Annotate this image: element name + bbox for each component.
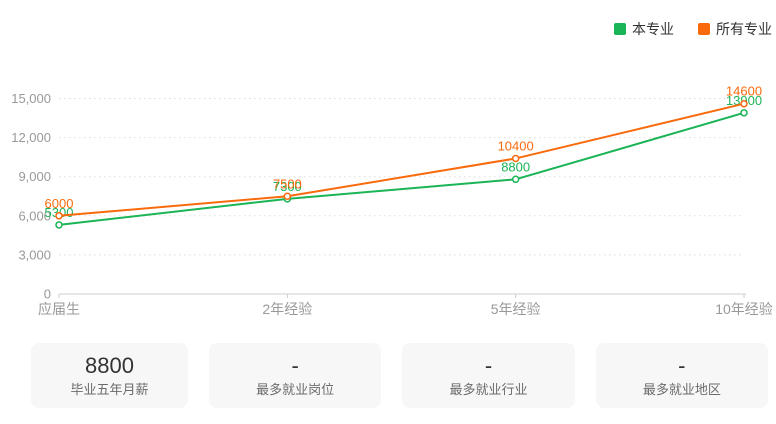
- svg-text:6000: 6000: [45, 196, 74, 211]
- card-five-year-monthly-salary: 8800 毕业五年月薪: [31, 343, 188, 408]
- top-region-value: -: [678, 353, 686, 378]
- all-majors-swatch-icon: [698, 23, 710, 35]
- top-job-position-value: -: [291, 353, 299, 378]
- svg-text:14600: 14600: [726, 84, 762, 99]
- experience-salary-line-chart: 0 3,000 6,000 9,000 12,000 15,000 应届生 2年经验 5年经验 1…: [11, 84, 773, 317]
- svg-text:应届生: 应届生: [38, 301, 80, 317]
- top-region-label: 最多就业地区: [642, 382, 721, 397]
- svg-text:7500: 7500: [273, 176, 302, 191]
- legend-item-all-majors[interactable]: 所有专业: [698, 22, 772, 36]
- card-top-region: - 最多就业地区: [595, 343, 768, 408]
- legend-label-all-majors: 所有专业: [716, 21, 772, 37]
- svg-text:15,000: 15,000: [11, 91, 51, 106]
- this-major-swatch-icon: [614, 23, 626, 35]
- summary-cards: 8800 毕业五年月薪 - 最多就业岗位 - 最多就业行业 - 最多就业地区: [31, 343, 768, 408]
- svg-text:10400: 10400: [498, 138, 534, 153]
- svg-text:3,000: 3,000: [18, 247, 51, 262]
- svg-text:2年经验: 2年经验: [262, 301, 312, 317]
- svg-text:9,000: 9,000: [18, 169, 51, 184]
- legend-label-this-major: 本专业: [632, 21, 674, 37]
- svg-text:12,000: 12,000: [11, 130, 51, 145]
- svg-text:6,000: 6,000: [18, 208, 51, 223]
- svg-text:5年经验: 5年经验: [491, 301, 541, 317]
- five-year-salary-label: 毕业五年月薪: [70, 382, 149, 397]
- legend-item-this-major[interactable]: 本专业: [614, 22, 674, 36]
- svg-text:10年经验: 10年经验: [715, 301, 773, 317]
- top-industry-value: -: [484, 353, 493, 378]
- top-job-position-label: 最多就业岗位: [256, 382, 335, 397]
- top-industry-label: 最多就业行业: [449, 382, 528, 397]
- chart-legend: 本专业 所有专业: [614, 22, 772, 36]
- svg-text:0: 0: [44, 287, 51, 302]
- five-year-salary-value: 8800: [85, 353, 134, 378]
- svg-text:7300: 7300: [273, 179, 302, 194]
- card-top-job-position: - 最多就业岗位: [209, 343, 382, 408]
- svg-text:8800: 8800: [501, 159, 530, 174]
- card-top-industry: - 最多就业行业: [402, 343, 575, 408]
